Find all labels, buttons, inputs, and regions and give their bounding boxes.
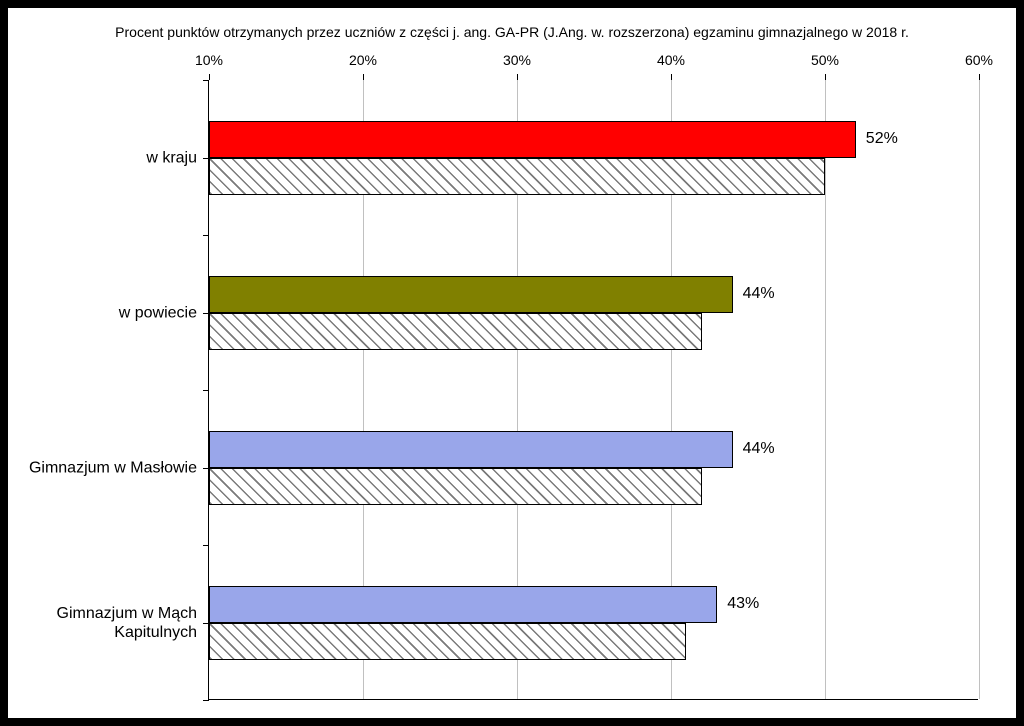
bar-solid bbox=[209, 276, 733, 313]
x-tick bbox=[671, 74, 672, 80]
grid-line bbox=[979, 80, 980, 699]
x-tick-label: 10% bbox=[189, 52, 229, 68]
x-tick-label: 30% bbox=[497, 52, 537, 68]
x-tick-label: 20% bbox=[343, 52, 383, 68]
bar-hatch bbox=[209, 623, 686, 660]
chart-frame: Procent punktów otrzymanych przez ucznió… bbox=[0, 0, 1024, 726]
category-label: Gimnazjum w Mąch Kapitulnych bbox=[19, 603, 209, 641]
x-tick-label: 40% bbox=[651, 52, 691, 68]
y-tick bbox=[203, 80, 209, 81]
bar-hatch bbox=[209, 313, 702, 350]
y-tick bbox=[203, 545, 209, 546]
value-label: 44% bbox=[743, 440, 775, 458]
value-label: 43% bbox=[727, 595, 759, 613]
value-label: 44% bbox=[743, 285, 775, 303]
grid-line bbox=[825, 80, 826, 699]
category-label: w kraju bbox=[19, 148, 209, 167]
bar-solid bbox=[209, 586, 717, 623]
bar-solid bbox=[209, 121, 856, 158]
y-tick bbox=[203, 390, 209, 391]
category-label: Gimnazjum w Masłowie bbox=[19, 458, 209, 477]
value-label: 52% bbox=[866, 130, 898, 148]
x-tick-label: 60% bbox=[959, 52, 999, 68]
x-tick bbox=[517, 74, 518, 80]
bar-solid bbox=[209, 431, 733, 468]
x-tick bbox=[979, 74, 980, 80]
bar-hatch bbox=[209, 158, 825, 195]
plot-area: 10%20%30%40%50%60%w kraju52%w powiecie44… bbox=[208, 80, 978, 700]
y-tick bbox=[203, 700, 209, 701]
x-tick-label: 50% bbox=[805, 52, 845, 68]
x-tick bbox=[825, 74, 826, 80]
chart-title: Procent punktów otrzymanych przez ucznió… bbox=[8, 24, 1016, 40]
x-tick bbox=[363, 74, 364, 80]
category-label: w powiecie bbox=[19, 303, 209, 322]
x-tick bbox=[209, 74, 210, 80]
bar-hatch bbox=[209, 468, 702, 505]
y-tick bbox=[203, 235, 209, 236]
